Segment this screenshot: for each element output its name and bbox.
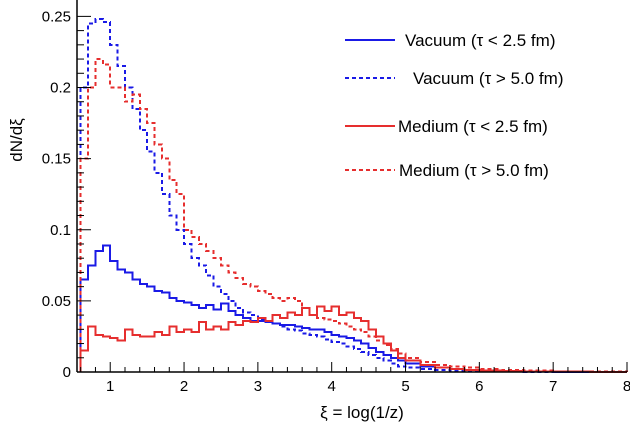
y-tick-label: 0.2 — [50, 80, 71, 97]
legend: Vacuum (τ < 2.5 fm) Vacuum (τ > 5.0 fm) Me… — [345, 31, 563, 180]
legend-label-vacuum-2-5-fm: Vacuum (τ < 2.5 fm) — [405, 31, 555, 50]
x-axis-title: ξ = log(1/z) — [320, 403, 404, 422]
y-axis-title: dN/dξ — [7, 118, 26, 162]
series-line-vacuum-2-5-fm — [79, 244, 627, 373]
legend-label-medium-2-5-fm: Medium (τ < 2.5 fm) — [398, 117, 548, 136]
y-tick-label: 0.15 — [42, 151, 71, 168]
series-line-medium-2-5-fm — [79, 305, 628, 373]
x-tick-label: 6 — [475, 378, 483, 395]
x-tick-label: 2 — [180, 378, 188, 395]
legend-label-medium-5-0-fm: Medium (τ > 5.0 fm) — [399, 161, 549, 180]
x-tick-label: 8 — [623, 378, 630, 395]
x-tick-label: 3 — [254, 378, 262, 395]
x-tick-label: 4 — [328, 378, 336, 395]
y-tick-label: 0.05 — [42, 293, 71, 310]
ticks-layer: 1 2 3 4 5 6 7 8 0 0.05 0.1 0.15 0.2 0.25 — [42, 8, 630, 395]
series-line-medium-5-0-fm — [79, 58, 628, 373]
x-tick-label: 1 — [106, 378, 114, 395]
y-tick-label: 0.1 — [50, 222, 71, 239]
x-tick-label: 5 — [401, 378, 409, 395]
y-tick-label: 0 — [63, 364, 71, 381]
series-layer — [79, 18, 628, 373]
legend-label-vacuum-5-0-fm: Vacuum (τ > 5.0 fm) — [413, 69, 563, 88]
y-tick-label: 0.25 — [42, 8, 71, 25]
x-tick-label: 7 — [549, 378, 557, 395]
axes-layer — [76, 0, 627, 373]
series-line-vacuum-5-0-fm — [79, 18, 627, 373]
